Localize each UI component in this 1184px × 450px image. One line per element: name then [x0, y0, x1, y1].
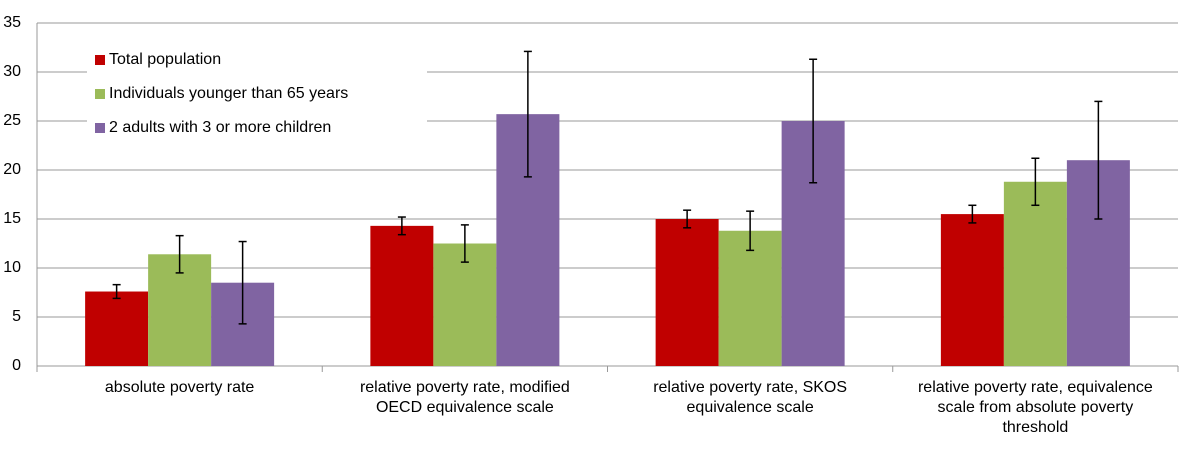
y-tick-label: 20 [3, 161, 21, 178]
legend-label: Individuals younger than 65 years [109, 85, 348, 102]
legend-swatch [95, 123, 105, 133]
error-bar [397, 216, 406, 236]
bar [1003, 181, 1067, 366]
x-tick-label: relative poverty rate, SKOS equivalence … [653, 379, 848, 416]
error-bar [175, 234, 184, 274]
bar [718, 230, 782, 366]
legend-box [87, 40, 427, 160]
y-tick-label: 25 [3, 112, 21, 129]
bar [85, 291, 149, 366]
error-bar [1031, 157, 1040, 207]
y-tick-label: 30 [3, 63, 21, 80]
error-bar [683, 209, 692, 229]
y-tick-label: 0 [12, 357, 21, 374]
error-bar [112, 283, 121, 300]
legend-swatch [95, 55, 105, 65]
error-bar [968, 204, 977, 224]
y-tick-label: 35 [3, 14, 21, 31]
legend-swatch [95, 89, 105, 99]
legend-label: Total population [109, 51, 221, 68]
x-tick-label: absolute poverty rate [104, 379, 255, 396]
y-tick-label: 10 [3, 259, 21, 276]
error-bar [460, 224, 469, 263]
error-bar [238, 240, 247, 325]
y-tick-label: 15 [3, 210, 21, 227]
bar [940, 214, 1004, 366]
legend-label: 2 adults with 3 or more children [109, 119, 331, 136]
error-bar [809, 58, 818, 184]
y-tick-label: 5 [12, 308, 21, 325]
error-bar [523, 50, 532, 178]
error-bar [746, 210, 755, 252]
bar [655, 219, 719, 366]
bar [370, 225, 434, 366]
bar [433, 243, 497, 366]
error-bar [1094, 100, 1103, 220]
x-tick-label: relative poverty rate, modified OECD equ… [359, 379, 570, 416]
x-tick-label: relative poverty rate, equivalence scale… [917, 379, 1153, 436]
